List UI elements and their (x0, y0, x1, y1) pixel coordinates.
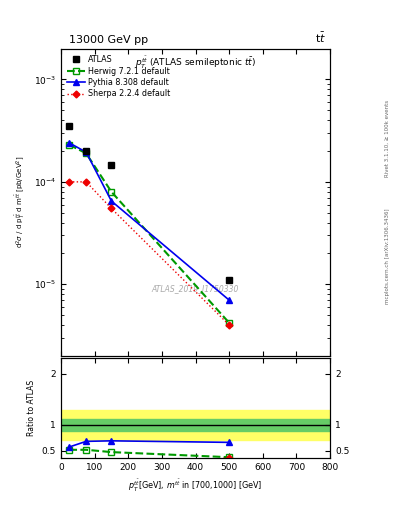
X-axis label: $p_T^{t\bar{t}}$[GeV], $m^{t\bar{t}}$ in [700,1000] [GeV]: $p_T^{t\bar{t}}$[GeV], $m^{t\bar{t}}$ in… (128, 478, 263, 494)
Text: mcplots.cern.ch [arXiv:1306.3436]: mcplots.cern.ch [arXiv:1306.3436] (385, 208, 389, 304)
Bar (61, 410, 330, 440)
Text: ATLAS_2019_I1750330: ATLAS_2019_I1750330 (152, 284, 239, 293)
Text: t$\bar{t}$: t$\bar{t}$ (315, 31, 326, 45)
Text: Rivet 3.1.10, ≥ 100k events: Rivet 3.1.10, ≥ 100k events (385, 100, 389, 177)
Y-axis label: d$^2\sigma$ / d p$_T^{t\bar{t}}$ d m$^{t\bar{t}}$ [pb/GeV$^2$]: d$^2\sigma$ / d p$_T^{t\bar{t}}$ d m$^{t… (14, 156, 28, 248)
Y-axis label: Ratio to ATLAS: Ratio to ATLAS (27, 380, 36, 436)
Text: 13000 GeV pp: 13000 GeV pp (69, 35, 148, 45)
Text: $p_T^{t\bar{t}}$ (ATLAS semileptonic $t\bar{t}$): $p_T^{t\bar{t}}$ (ATLAS semileptonic $t\… (135, 55, 256, 71)
Bar (61, 419, 330, 431)
Legend: ATLAS, Herwig 7.2.1 default, Pythia 8.308 default, Sherpa 2.2.4 default: ATLAS, Herwig 7.2.1 default, Pythia 8.30… (65, 53, 173, 101)
